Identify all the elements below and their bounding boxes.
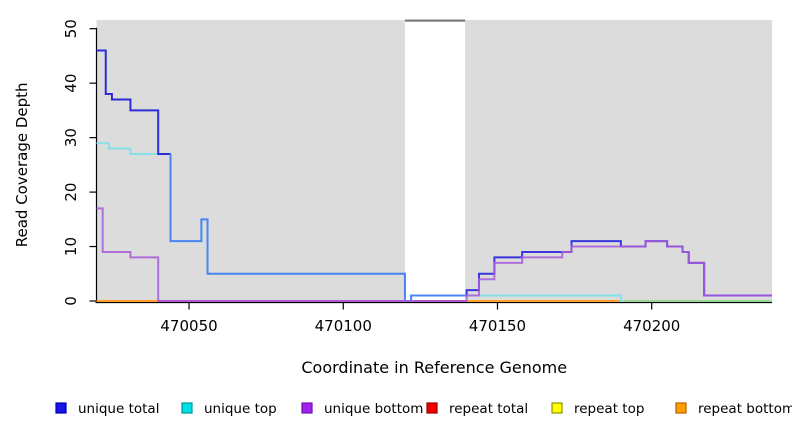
legend-swatch-unique-bottom — [301, 402, 313, 414]
x-tick-label: 470150 — [469, 317, 526, 335]
x-tick-label: 470200 — [623, 317, 680, 335]
legend-label-repeat-total: repeat total — [449, 401, 528, 417]
series-line-unique-total-1 — [169, 153, 467, 302]
plot-background-panel-right — [465, 20, 772, 303]
legend-swatch-unique-top — [181, 402, 193, 414]
y-axis-title: Read Coverage Depth — [13, 82, 31, 247]
legend-label-unique-top: unique top — [204, 401, 277, 417]
coverage-gap-top-bar — [404, 19, 466, 22]
y-tick-label: 10 — [62, 237, 80, 256]
y-tick-label: 0 — [62, 296, 80, 306]
series-line-unique-total — [96, 49, 171, 155]
legend-label-repeat-top: repeat top — [574, 401, 644, 417]
legend-label-unique-bottom: unique bottom — [324, 401, 423, 417]
legend-swatch-repeat-bottom — [675, 402, 687, 414]
y-tick-label: 30 — [62, 128, 80, 147]
plot-background-panel-left — [96, 20, 405, 303]
y-tick-label: 20 — [62, 183, 80, 202]
x-axis-title: Coordinate in Reference Genome — [301, 358, 567, 377]
x-tick-label: 470100 — [315, 317, 372, 335]
y-tick-label: 40 — [62, 74, 80, 93]
y-tick-label: 50 — [62, 19, 80, 38]
legend-swatch-unique-total — [55, 402, 67, 414]
legend-swatch-repeat-top — [551, 402, 563, 414]
legend-label-unique-total: unique total — [78, 401, 159, 417]
x-tick-label: 470050 — [160, 317, 217, 335]
legend-swatch-repeat-total — [426, 402, 438, 414]
series-line-unique-bottom — [96, 207, 772, 302]
legend-label-repeat-bottom: repeat bottom — [698, 401, 792, 417]
